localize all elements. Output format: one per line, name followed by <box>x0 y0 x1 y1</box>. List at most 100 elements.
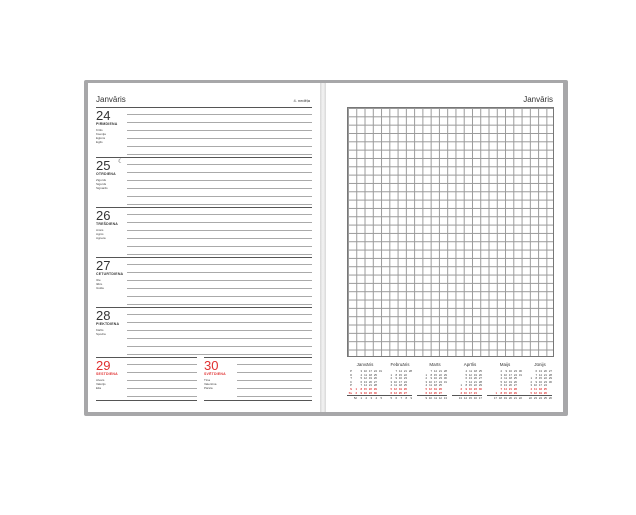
spacer <box>452 395 457 401</box>
mini-month-title: Aprīlis <box>463 362 477 367</box>
week-number: 22 <box>517 395 522 401</box>
mini-day: 1 <box>355 386 357 391</box>
name-day: Ansis <box>96 228 104 232</box>
spacer <box>522 395 527 401</box>
writing-line <box>237 372 312 373</box>
mini-day: 4 <box>425 383 427 388</box>
writing-line <box>237 364 312 365</box>
mini-day: 11 <box>364 372 367 377</box>
mini-day: 12 <box>393 386 397 391</box>
mini-row: P 3 10 17 24 31 <box>347 369 382 374</box>
mini-day: 14 <box>363 383 367 388</box>
week-number: 14 <box>462 395 467 401</box>
mini-row: 2 9 16 23 <box>382 377 412 381</box>
day-rule <box>96 357 197 358</box>
mini-day: 26 <box>513 379 517 384</box>
mini-day: 23 <box>368 390 372 395</box>
week-number: 6 <box>392 395 397 401</box>
mini-day: 14 <box>538 372 542 377</box>
mini-day: 26 <box>403 386 407 391</box>
writing-line <box>127 372 197 373</box>
mini-day: 25 <box>403 383 407 388</box>
week-number: 20 <box>507 395 512 401</box>
name-day: Valentīna <box>204 382 217 386</box>
weekday-label: OTRDIENA <box>96 172 116 176</box>
weekday-initial: S <box>350 386 352 391</box>
mini-day: 16 <box>468 386 472 391</box>
day-rule <box>204 357 312 358</box>
mini-day: 10 <box>503 372 507 377</box>
mini-day: 3 <box>360 369 362 373</box>
mini-day: 27 <box>478 376 482 381</box>
mini-calendar-table: 7 14 21 28 1 8 15 22 29 2 9 16 23 30 3 10 17 24 31 4 11 18 25 5… <box>417 369 447 401</box>
mini-day: 21 <box>543 372 547 377</box>
mini-calendar: Aprīlis 4 11 18 25 5 12 19 26 6 13 20 27 7 14 21 28 1 8 15 2… <box>452 362 488 401</box>
name-day: Sigurds <box>96 182 107 186</box>
mini-month-title: Marts <box>429 362 441 367</box>
name-day: Krišs <box>96 128 103 132</box>
writing-line <box>127 188 312 189</box>
mini-day: 13 <box>538 369 542 373</box>
week-number: 2 <box>362 395 367 401</box>
writing-line <box>127 222 312 223</box>
mini-calendar-table: 7 14 21 28 1 8 15 22 2 9 16 23 3 10 17 24 4 11 18 25 5 12 19 26… <box>382 369 412 401</box>
mini-day: 15 <box>398 372 402 377</box>
mini-day: 13 <box>428 390 432 395</box>
mini-day: 12 <box>468 372 472 377</box>
mini-day: 21 <box>508 386 512 391</box>
mini-day: 18 <box>473 369 477 373</box>
name-days: Kārlis Spodra <box>96 328 119 336</box>
name-day: Ildze <box>96 282 103 286</box>
mini-day: 4 <box>530 386 532 391</box>
mini-day: 16 <box>398 376 402 381</box>
spacer <box>347 395 352 401</box>
mini-day: 5 <box>425 386 427 391</box>
writing-line <box>237 396 312 397</box>
mini-day: 22 <box>368 386 372 391</box>
mini-day: 5 <box>390 386 392 391</box>
week-number: 17 <box>477 395 482 401</box>
mini-day: 19 <box>508 379 512 384</box>
weekday-label: PIEKTDIENA <box>96 322 120 326</box>
mini-day: 27 <box>513 383 517 388</box>
week-number: 8 <box>402 395 407 401</box>
mini-day: 4 <box>500 376 502 381</box>
mini-day: 14 <box>433 369 437 373</box>
mini-day: 24 <box>373 369 377 373</box>
mini-day: 23 <box>403 376 407 381</box>
name-day: Agneta <box>96 236 106 240</box>
mini-day: 21 <box>438 369 442 373</box>
week-number: 13 <box>442 395 447 401</box>
day-rule <box>96 307 312 308</box>
mini-row: 1 8 15 22 <box>382 372 412 378</box>
mini-day: 1 <box>460 383 462 388</box>
mini-day: 20 <box>543 369 547 373</box>
mini-calendar: Maijs 2 9 16 23 30 3 10 17 24 31 4 11 18 25 5 12 19 26 6 13 2… <box>487 362 523 401</box>
day-number: 30 <box>204 358 219 373</box>
mini-day: 12 <box>428 386 432 391</box>
mini-day: 21 <box>368 383 372 388</box>
day-number: 24 <box>96 108 111 123</box>
mini-day: 14 <box>398 369 402 373</box>
mini-day: 7 <box>500 386 502 391</box>
day-rule <box>96 207 312 208</box>
week-number: 5 <box>387 395 392 401</box>
mini-day: 5 <box>530 390 532 395</box>
writing-line <box>127 164 312 165</box>
mini-day: 17 <box>508 372 512 377</box>
mini-day: 17 <box>433 379 437 384</box>
day-number: 29 <box>96 358 111 373</box>
mini-day: 17 <box>398 379 402 384</box>
mini-day: 22 <box>473 383 477 388</box>
mini-day: 11 <box>429 383 432 388</box>
mini-day: 13 <box>393 390 397 395</box>
mini-row: 5 12 19 26 <box>452 372 482 378</box>
mini-day: 29 <box>548 376 552 381</box>
week-number: 23 <box>532 395 537 401</box>
week-number: 12 <box>437 395 442 401</box>
mini-row: 5 12 19 26 <box>382 386 412 392</box>
mini-day: 17 <box>368 369 372 373</box>
mini-row: 4 11 18 25 <box>487 377 522 381</box>
mini-day: 10 <box>463 390 467 395</box>
